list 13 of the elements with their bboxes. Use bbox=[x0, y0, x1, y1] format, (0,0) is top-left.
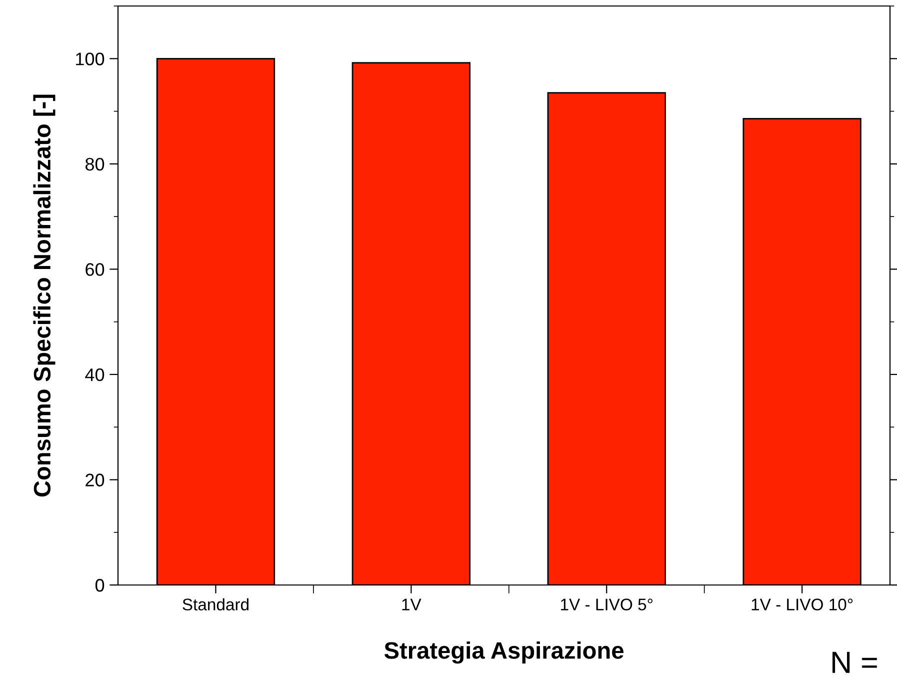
x-tick-label: 1V bbox=[402, 598, 422, 610]
text: N = bbox=[832, 652, 877, 673]
y-tick-label: 80 bbox=[86, 158, 104, 171]
x-tick-label: Standard bbox=[182, 598, 248, 610]
y-axis-title: Consumo Specifico Normalizzato [-] bbox=[33, 94, 56, 497]
y-tick-label: 60 bbox=[86, 263, 104, 276]
y-tick-label: 0 bbox=[95, 578, 104, 592]
x-tick-label: 1V - LIVO 10° bbox=[752, 598, 853, 610]
x-tick-label: 1V - LIVO 5° bbox=[561, 598, 652, 610]
y-tick-label: 20 bbox=[86, 474, 104, 486]
y-tick-label: 100 bbox=[76, 52, 104, 66]
y-tick-label: 40 bbox=[85, 368, 104, 382]
x-axis-title: Strategia Aspirazione bbox=[384, 642, 624, 664]
